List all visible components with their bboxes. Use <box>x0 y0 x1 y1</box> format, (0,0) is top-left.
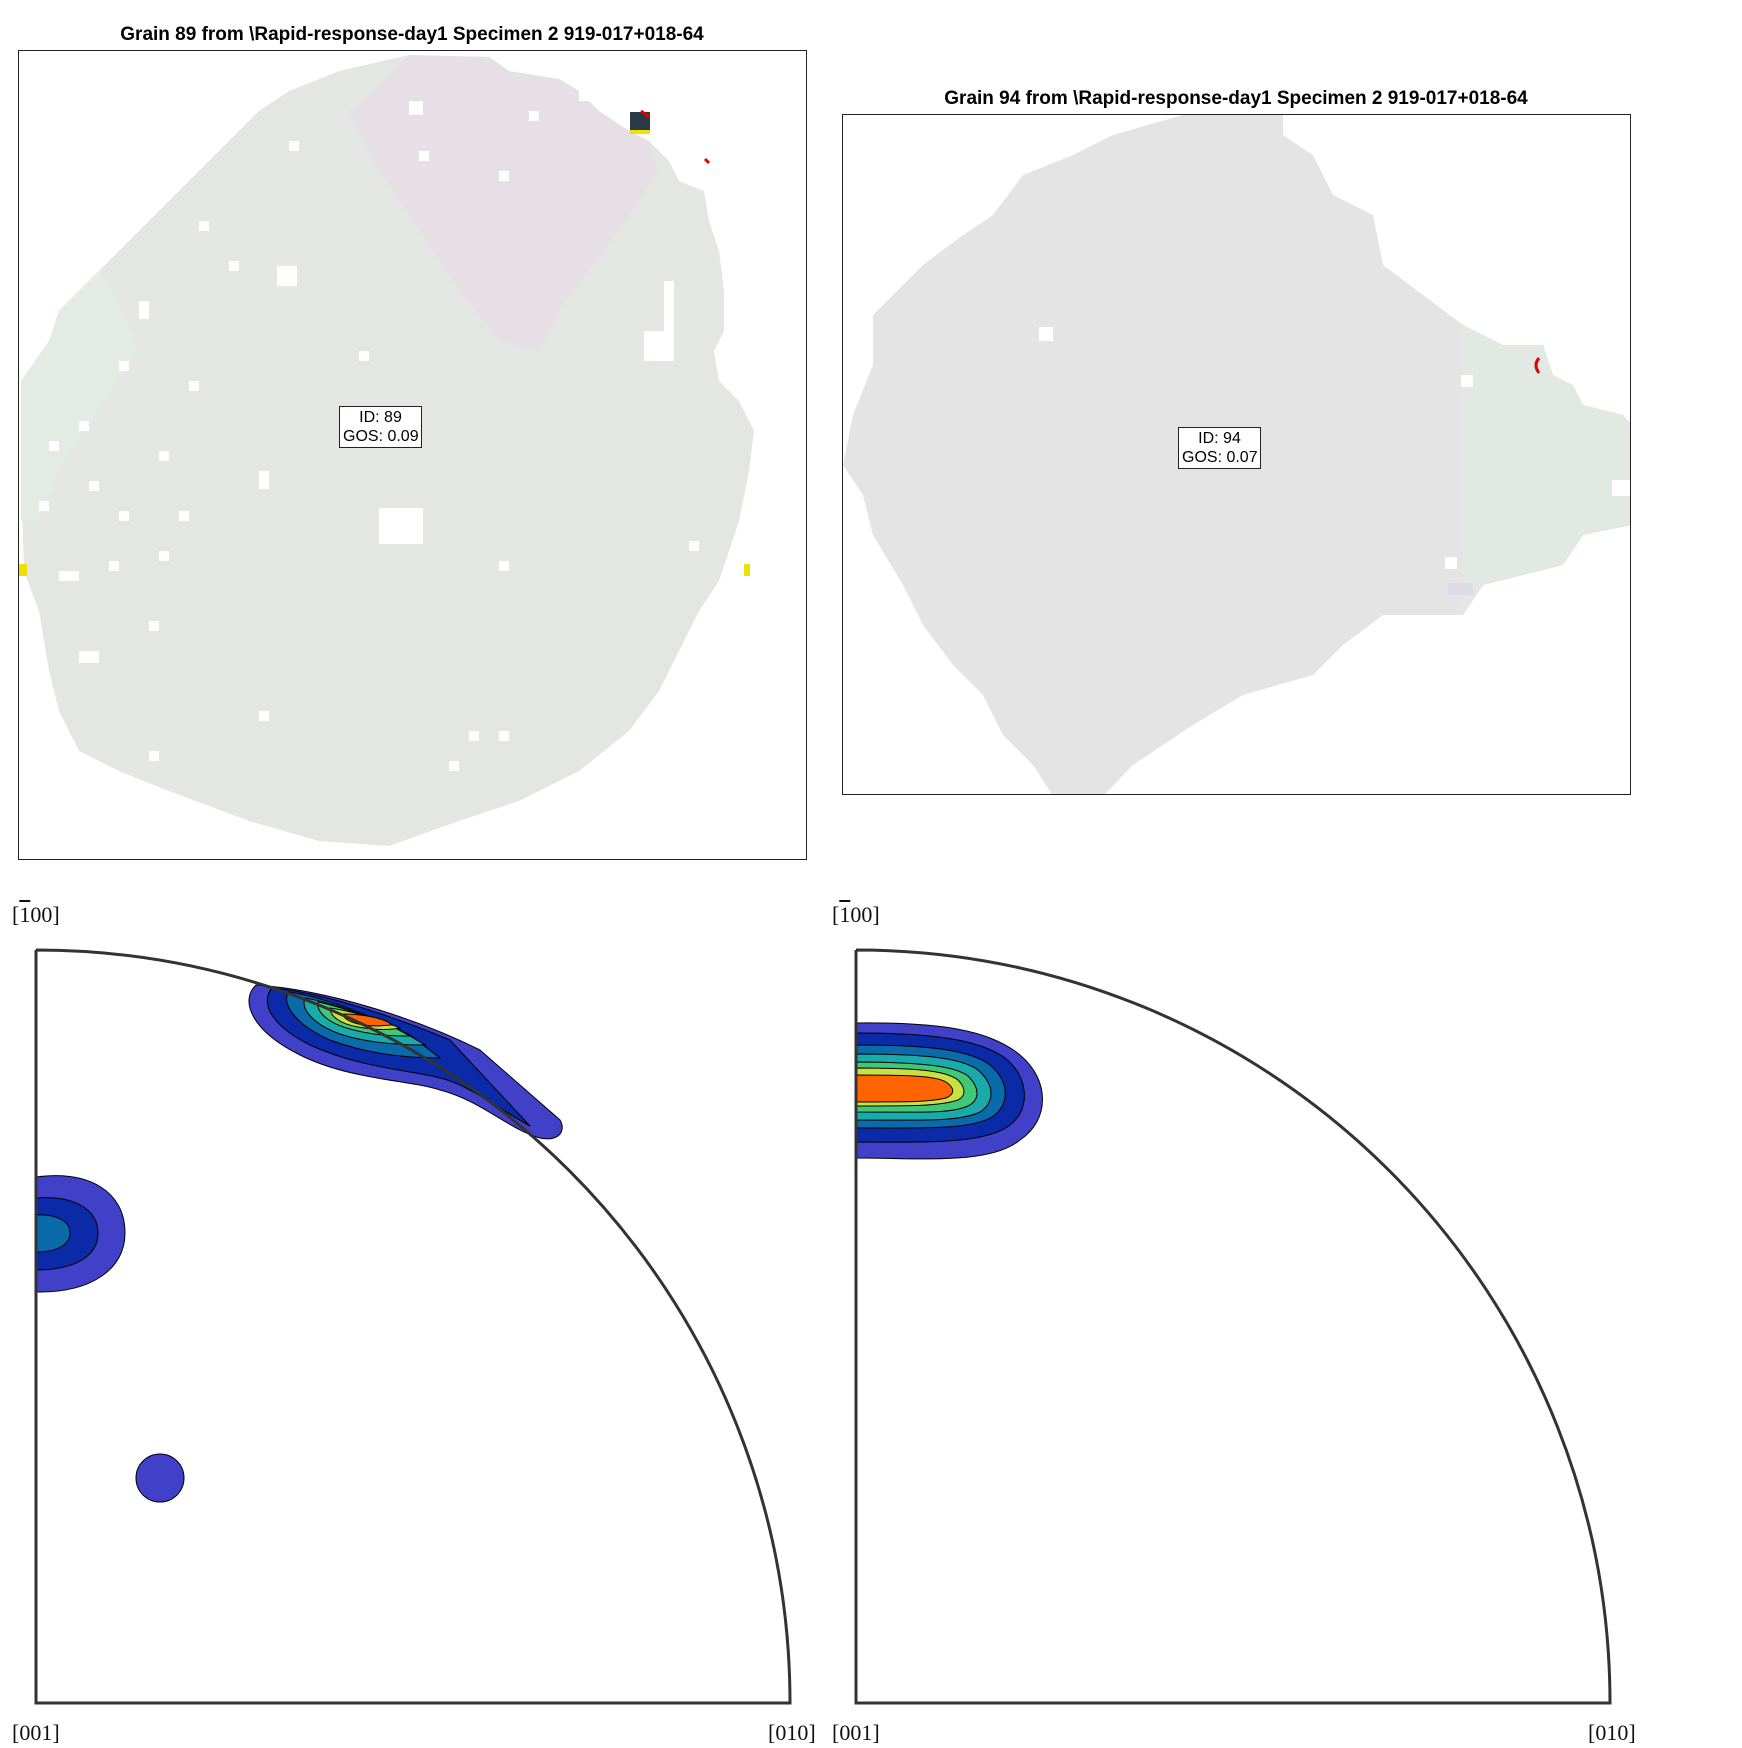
pole-figure-bottom-right-label: [010] <box>1588 1720 1636 1745</box>
panel-title-grain-89: Grain 89 from \Rapid-response-day1 Speci… <box>120 24 704 45</box>
grain-label-89: ID: 89 GOS: 0.09 <box>339 406 422 448</box>
panel-title-grain-94: Grain 94 from \Rapid-response-day1 Speci… <box>944 88 1528 109</box>
pole-figure-top-label: [100] <box>832 902 880 927</box>
pole-figure-top-label: [100] <box>12 902 60 927</box>
grain-map-94: ID: 94 GOS: 0.07 <box>842 114 1631 795</box>
contour-upper-blob <box>248 984 563 1140</box>
pole-figure-grain-94 <box>854 948 1612 1705</box>
grain-map-89: ID: 89 GOS: 0.09 <box>18 50 807 860</box>
pole-figure-bottom-left-label: [001] <box>832 1720 880 1745</box>
pole-figure-frame <box>34 948 792 1705</box>
grain-gos-label: GOS: 0.09 <box>343 428 419 445</box>
grain-id-label: ID: 89 <box>359 409 402 426</box>
pole-figure-bottom-left-label: [001] <box>12 1720 60 1745</box>
contour-small-circle <box>135 1453 185 1503</box>
pole-figure-bottom-right-label: [010] <box>768 1720 816 1745</box>
pole-figure-frame <box>854 948 1612 1705</box>
grain-89-shape <box>19 55 754 846</box>
grain-gos-label: GOS: 0.07 <box>1182 449 1258 466</box>
grain-label-94: ID: 94 GOS: 0.07 <box>1178 427 1261 469</box>
grain-id-label: ID: 94 <box>1198 430 1241 447</box>
contour-left-blob <box>855 1022 1043 1160</box>
contour-left-blob <box>35 1175 126 1293</box>
pole-figure-grain-89 <box>34 948 792 1705</box>
